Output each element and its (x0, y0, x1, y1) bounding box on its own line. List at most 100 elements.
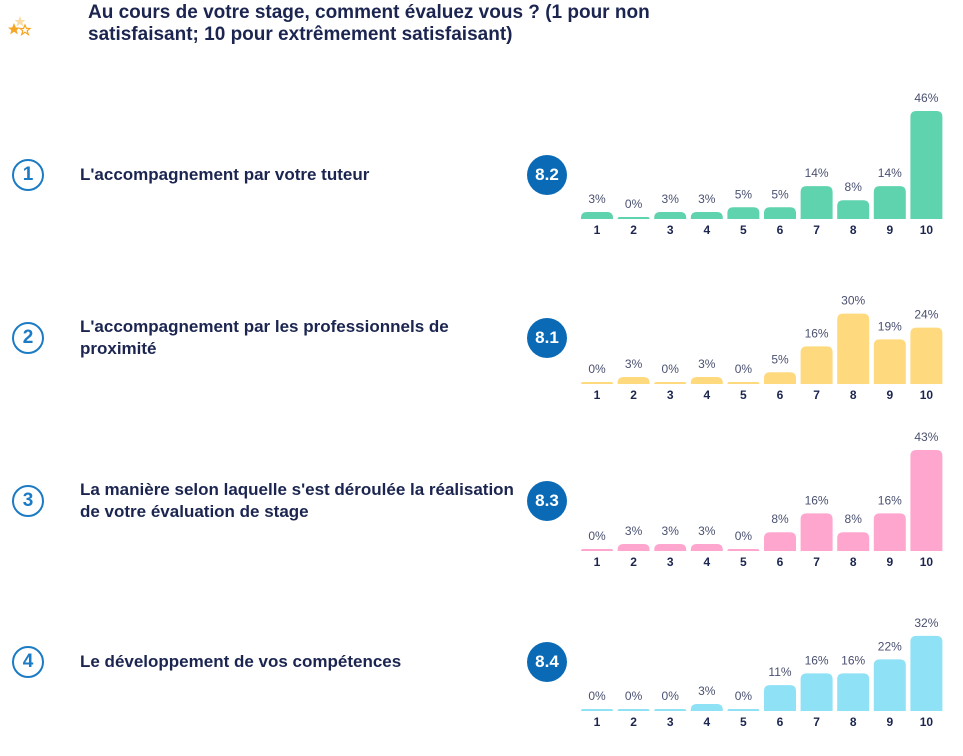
bar-value-label: 46% (914, 91, 938, 105)
bar (873, 186, 906, 219)
question-number-badge: 4 (12, 646, 44, 678)
average-score-badge: 8.4 (527, 642, 567, 682)
question-row: 2 L'accompagnement par les professionnels… (0, 258, 963, 413)
bar (581, 211, 613, 219)
bar-value-label: 0% (735, 689, 753, 703)
category-tick-label: 6 (777, 388, 784, 402)
bar-value-label: 0% (588, 529, 606, 543)
bar (690, 376, 723, 384)
rating-distribution-chart: 3% 1 0% 2 3% 3 3% 4 5% 5 5% 6 14% 7 8% 8 14% 9 46% 10 (578, 88, 948, 243)
bar (800, 513, 833, 551)
bar-value-label: 14% (878, 166, 902, 180)
bar (654, 211, 687, 219)
stars-icon (8, 16, 32, 36)
bar (764, 685, 796, 711)
question-number-badge: 3 (12, 485, 44, 517)
bar (581, 549, 613, 551)
bar (800, 673, 833, 711)
bar-value-label: 22% (878, 639, 902, 653)
bar (727, 709, 760, 711)
rating-distribution-chart: 0% 1 0% 2 0% 3 3% 4 0% 5 11% 6 16% 7 16% 8 22% 9 32% 10 (578, 582, 948, 737)
category-tick-label: 1 (594, 388, 601, 402)
category-tick-label: 10 (920, 388, 934, 402)
category-tick-label: 8 (850, 715, 857, 729)
bar (727, 549, 760, 551)
question-row: 4 Le développement de vos compétences 8.4 0… (0, 582, 963, 737)
category-tick-label: 8 (850, 223, 857, 237)
bar-value-label: 14% (805, 166, 829, 180)
category-tick-label: 10 (920, 715, 934, 729)
bar (910, 327, 943, 384)
bar-value-label: 3% (698, 357, 716, 371)
question-row: 3 La manière selon laquelle s'est déroulé… (0, 418, 963, 573)
bar (910, 635, 943, 711)
bar-value-label: 0% (625, 689, 643, 703)
bar (690, 543, 723, 551)
bar-value-label: 0% (735, 529, 753, 543)
bar-value-label: 16% (805, 653, 829, 667)
bar-value-label: 16% (805, 493, 829, 507)
bar-value-label: 3% (698, 524, 716, 538)
category-tick-label: 9 (886, 715, 893, 729)
bar-value-label: 16% (878, 493, 902, 507)
category-tick-label: 3 (667, 555, 674, 569)
question-row: 1 L'accompagnement par votre tuteur 8.2 3% 1… (0, 88, 963, 243)
bar-value-label: 3% (625, 357, 643, 371)
bar-value-label: 24% (914, 308, 938, 322)
bar (617, 217, 650, 219)
category-tick-label: 2 (630, 715, 637, 729)
category-tick-label: 2 (630, 388, 637, 402)
bar-value-label: 8% (771, 512, 789, 526)
bar-value-label: 11% (768, 665, 791, 679)
category-tick-label: 7 (813, 555, 820, 569)
bar (727, 382, 760, 384)
bar (617, 376, 650, 384)
rating-distribution-chart: 0% 1 3% 2 3% 3 3% 4 0% 5 8% 6 16% 7 8% 8 16% 9 43% 10 (578, 418, 948, 573)
bar-value-label: 0% (662, 689, 680, 703)
question-number-badge: 2 (12, 322, 44, 354)
bar-value-label: 3% (662, 192, 680, 206)
bar (690, 211, 723, 219)
category-tick-label: 5 (740, 223, 747, 237)
category-tick-label: 6 (777, 715, 784, 729)
bar (617, 543, 650, 551)
bar (837, 532, 870, 551)
bar (910, 111, 943, 219)
category-tick-label: 10 (920, 555, 934, 569)
bar-value-label: 43% (914, 430, 938, 444)
bar (837, 313, 870, 384)
bar-value-label: 16% (841, 653, 865, 667)
bar-chart-svg: 3% 1 0% 2 3% 3 3% 4 5% 5 5% 6 14% 7 8% 8 14% 9 46% 10 (581, 91, 943, 237)
question-number-badge: 1 (12, 159, 44, 191)
category-tick-label: 9 (886, 388, 893, 402)
bar-value-label: 8% (845, 512, 863, 526)
bar-value-label: 5% (771, 352, 789, 366)
category-tick-label: 1 (594, 223, 601, 237)
bar-value-label: 5% (735, 187, 753, 201)
category-tick-label: 9 (886, 555, 893, 569)
category-tick-label: 5 (740, 555, 747, 569)
bar-value-label: 3% (698, 192, 716, 206)
bar-value-label: 3% (662, 524, 680, 538)
average-score-badge: 8.3 (527, 481, 567, 521)
category-tick-label: 10 (920, 223, 934, 237)
bar-value-label: 8% (845, 180, 863, 194)
category-tick-label: 1 (594, 715, 601, 729)
bar-value-label: 5% (771, 187, 789, 201)
bar-value-label: 0% (735, 362, 753, 376)
bar-value-label: 0% (588, 362, 606, 376)
bar-value-label: 3% (625, 524, 643, 538)
category-tick-label: 4 (703, 555, 710, 569)
bar-value-label: 0% (588, 689, 606, 703)
bar (617, 709, 650, 711)
question-label: L'accompagnement par votre tuteur (80, 165, 370, 184)
bar (800, 186, 833, 219)
bar-value-label: 19% (878, 319, 902, 333)
bar (910, 450, 943, 551)
category-tick-label: 8 (850, 555, 857, 569)
bar (581, 382, 613, 384)
category-tick-label: 9 (886, 223, 893, 237)
category-tick-label: 3 (667, 388, 674, 402)
bar (837, 200, 870, 219)
average-score-badge: 8.2 (527, 155, 567, 195)
